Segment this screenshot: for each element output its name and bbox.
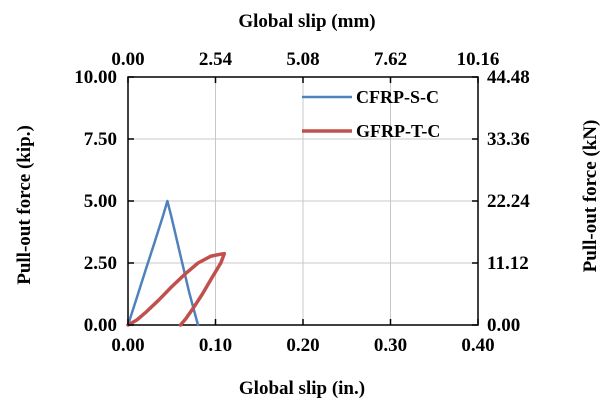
gridlines [128,77,478,325]
y-tick-label-right: 11.12 [487,253,529,274]
y-tick-label-left: 5.00 [84,191,117,212]
x-tick-label-top: 0.00 [111,49,144,70]
x-tick-label-top: 10.16 [457,49,500,70]
y-tick-label-right: 44.48 [487,67,530,88]
y-tick-label-left: 7.50 [84,129,117,150]
x-tick-label-top: 2.54 [199,49,233,70]
x-tick-label-bottom: 0.10 [199,335,232,356]
y-axis-title-right: Pull-out force (kN) [580,120,601,273]
x-tick-label-bottom: 0.40 [461,335,494,356]
tick-labels: 0.000.000.102.540.205.080.307.620.4010.1… [74,49,530,356]
legend: CFRP-S-C GFRP-T-C [302,87,440,141]
series-layer [126,199,227,327]
y-tick-label-right: 33.36 [487,129,530,150]
y-tick-label-left: 10.00 [74,67,117,88]
y-axis-title-left: Pull-out force (kip.) [14,125,35,285]
series-line-gfrp-t-c [126,251,227,327]
y-tick-label-right: 22.24 [487,191,530,212]
x-axis-title-bottom: Global slip (in.) [239,378,365,399]
x-tick-label-top: 5.08 [286,49,319,70]
y-tick-label-left: 0.00 [84,315,117,336]
x-axis-title-top: Global slip (mm) [238,11,375,32]
y-tick-label-left: 2.50 [84,253,117,274]
x-tick-label-bottom: 0.00 [111,335,144,356]
x-tick-label-bottom: 0.30 [374,335,407,356]
y-tick-label-right: 0.00 [487,315,520,336]
legend-label: GFRP-T-C [356,121,440,141]
legend-label: CFRP-S-C [356,87,439,107]
x-tick-label-bottom: 0.20 [286,335,319,356]
ticks [127,76,479,326]
x-tick-label-top: 7.62 [374,49,407,70]
